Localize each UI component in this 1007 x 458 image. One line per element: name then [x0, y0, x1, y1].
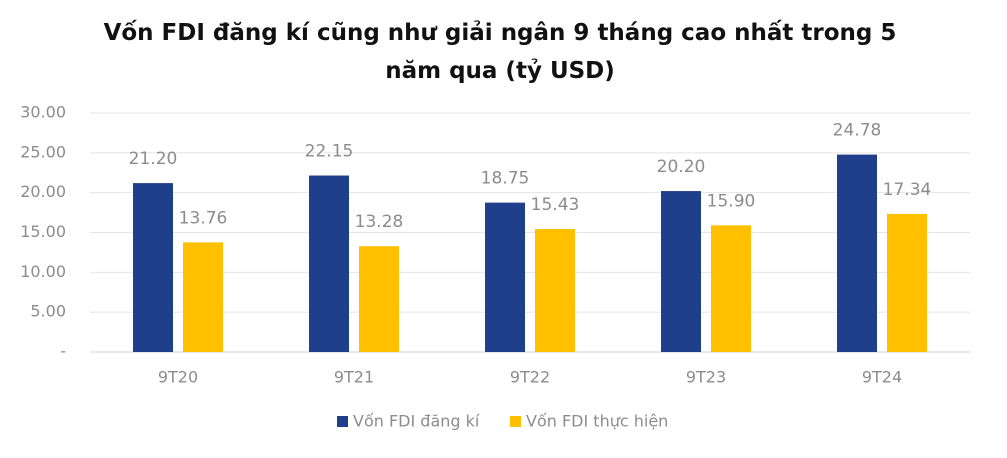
x-tick-label: 9T20 [158, 368, 198, 387]
bar [535, 229, 575, 352]
bar [661, 191, 701, 352]
data-label: 21.20 [129, 149, 178, 169]
bar [837, 154, 877, 352]
y-tick-label: 25.00 [20, 142, 66, 161]
y-tick-label: - [60, 342, 66, 361]
bar [485, 202, 525, 352]
x-tick-label: 9T21 [334, 368, 374, 387]
bar [887, 213, 927, 352]
data-label: 15.90 [707, 191, 756, 211]
data-label: 13.76 [179, 208, 228, 228]
bar [711, 225, 751, 352]
data-label: 18.75 [481, 169, 530, 189]
x-tick-label: 9T23 [686, 368, 726, 387]
data-label: 15.43 [531, 195, 580, 215]
bar [183, 242, 223, 352]
chart-title: Vốn FDI đăng kí cũng như giải ngân 9 thá… [103, 20, 897, 84]
legend-label: Vốn FDI đăng kí [353, 412, 480, 431]
data-label: 20.20 [657, 157, 706, 177]
data-label: 24.78 [833, 121, 882, 141]
data-label: 22.15 [305, 142, 354, 162]
x-tick-label: 9T22 [510, 368, 550, 387]
data-label: 17.34 [883, 180, 932, 200]
bar [133, 183, 173, 352]
y-tick-label: 10.00 [20, 262, 66, 281]
y-tick-label: 15.00 [20, 222, 66, 241]
y-tick-label: 30.00 [20, 103, 66, 122]
legend-swatch [510, 416, 521, 427]
legend-label: Vốn FDI thực hiện [526, 412, 668, 431]
bar [309, 175, 349, 352]
y-tick-label: 5.00 [30, 302, 66, 321]
legend-swatch [337, 416, 348, 427]
y-tick-label: 20.00 [20, 182, 66, 201]
x-tick-label: 9T24 [862, 368, 902, 387]
data-label: 13.28 [355, 212, 404, 232]
bar [359, 246, 399, 352]
